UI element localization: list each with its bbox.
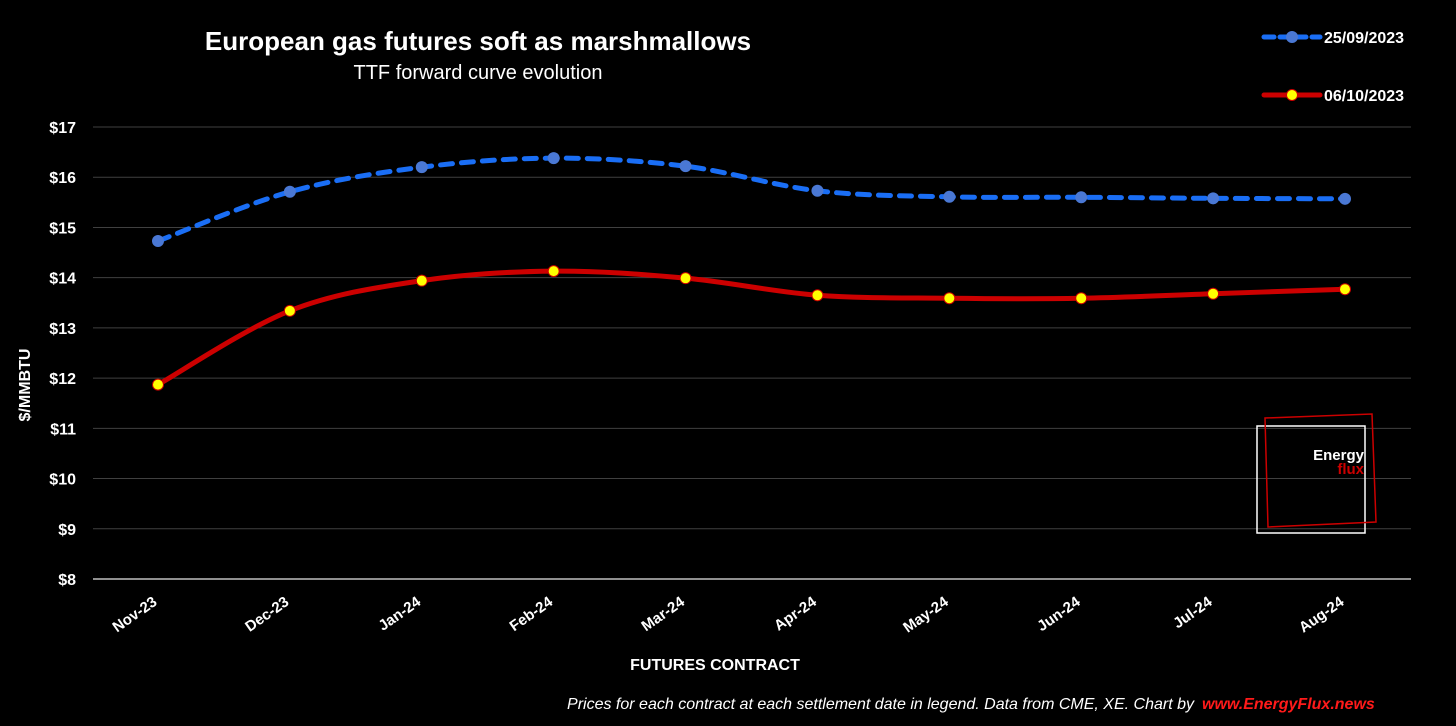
series-2 <box>152 265 1351 391</box>
x-tick-label: Jan-24 <box>375 593 424 635</box>
y-tick-label: $8 <box>58 572 76 589</box>
energyflux-logo: Energy flux <box>1256 413 1377 534</box>
data-point-series-2 <box>811 289 824 302</box>
data-point-series-1 <box>811 184 824 197</box>
chart-subtitle: TTF forward curve evolution <box>354 62 603 84</box>
data-point-series-1 <box>547 152 560 165</box>
legend-label-series-2: 06/10/2023 <box>1324 88 1404 105</box>
x-axis-label: FUTURES CONTRACT <box>630 657 800 674</box>
data-point-series-2 <box>943 292 956 305</box>
legend-item-series-1: 25/09/2023 <box>1261 30 1404 47</box>
gridlines <box>93 126 1411 580</box>
legend-marker-series-2 <box>1286 89 1298 101</box>
data-point-series-2 <box>679 272 692 285</box>
x-tick-label: Nov-23 <box>110 593 161 636</box>
data-point-series-1 <box>1075 191 1088 204</box>
y-axis-ticks: $8 $9 $10 $11 $12 $13 $14 $15 $16 $17 <box>49 120 76 589</box>
x-tick-label: May-24 <box>900 593 952 636</box>
legend-label-series-1: 25/09/2023 <box>1324 30 1404 47</box>
source-link[interactable]: www.EnergyFlux.news <box>1202 696 1375 713</box>
data-point-series-1 <box>415 161 428 174</box>
y-tick-label: $10 <box>49 472 76 489</box>
y-tick-label: $12 <box>49 371 76 388</box>
data-point-series-2 <box>152 378 164 391</box>
x-tick-label: Feb-24 <box>507 593 557 635</box>
data-point-series-2 <box>283 304 296 317</box>
x-tick-label: Jul-24 <box>1170 593 1216 632</box>
data-point-series-1 <box>283 185 296 198</box>
chart-title: European gas futures soft as marshmallow… <box>205 26 751 56</box>
logo-word-energy: Energy <box>1313 447 1365 464</box>
y-tick-label: $16 <box>49 170 76 187</box>
x-tick-label: Jun-24 <box>1034 593 1084 635</box>
x-axis-ticks: Nov-23 Dec-23 Jan-24 Feb-24 Mar-24 Apr-24 May-… <box>110 593 1348 636</box>
series-1 <box>152 152 1351 248</box>
y-tick-label: $14 <box>49 271 76 288</box>
legend-item-series-2: 06/10/2023 <box>1261 88 1404 105</box>
data-point-series-1 <box>943 190 956 203</box>
x-tick-label: Mar-24 <box>638 593 688 635</box>
data-point-series-1 <box>1339 192 1351 205</box>
series-layer <box>152 152 1351 391</box>
y-axis-label: $/MMBTU <box>17 349 34 422</box>
x-tick-label: Aug-24 <box>1296 593 1348 636</box>
logo-frame-white <box>1256 425 1366 534</box>
data-point-series-2 <box>547 265 560 278</box>
logo-frame-red <box>1264 413 1377 528</box>
data-point-series-2 <box>1207 287 1220 300</box>
y-tick-label: $17 <box>49 120 76 137</box>
logo-word-flux: flux <box>1337 461 1364 478</box>
series-line-1 <box>155 155 1348 244</box>
series-line-2 <box>155 268 1348 388</box>
source-note: Prices for each contract at each settlem… <box>567 696 1195 713</box>
data-point-series-1 <box>1207 192 1220 205</box>
x-tick-label: Apr-24 <box>771 593 820 635</box>
y-tick-label: $13 <box>49 321 76 338</box>
legend-marker-series-1 <box>1286 31 1298 43</box>
y-tick-label: $11 <box>50 421 76 438</box>
y-tick-label: $9 <box>58 522 76 539</box>
x-tick-label: Dec-23 <box>242 593 292 635</box>
y-tick-label: $15 <box>49 220 76 237</box>
data-point-series-2 <box>415 274 428 287</box>
data-point-series-2 <box>1075 292 1088 305</box>
data-point-series-1 <box>679 160 692 173</box>
legend: 25/09/2023 06/10/2023 <box>1261 30 1404 105</box>
data-point-series-2 <box>1339 283 1351 296</box>
data-point-series-1 <box>152 235 164 248</box>
